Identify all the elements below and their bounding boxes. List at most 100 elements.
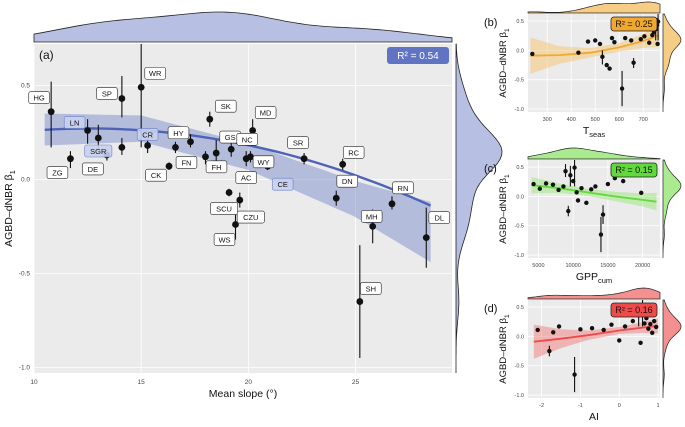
y-tick-label: 0.0	[516, 334, 524, 340]
site-label: DL	[434, 214, 444, 223]
x-tick-label: 10	[30, 379, 38, 386]
site-label: SP	[102, 90, 112, 99]
site-label: SGR	[90, 147, 107, 156]
y-tick-label: -0.5	[515, 78, 524, 84]
x-tick-label: -2	[539, 403, 544, 409]
r2-badge	[387, 47, 449, 64]
data-point	[642, 321, 647, 326]
x-tick-label: 600	[615, 117, 624, 123]
data-point	[601, 327, 606, 333]
data-point	[249, 127, 257, 134]
panel-d: -2 -1 0 1 0.5 0.0 -0.5 -1.0 (d) R² = 0.16 AI AGBD–d…	[484, 287, 682, 423]
site-label-box	[46, 166, 69, 179]
site-label-box	[336, 174, 358, 188]
site-label: WS	[218, 235, 230, 244]
data-point	[537, 186, 543, 191]
site-label: NC	[242, 135, 253, 144]
x-axis-label: Tseas	[583, 125, 606, 139]
site-label-box	[215, 99, 237, 113]
site-label-box	[210, 202, 238, 215]
data-point	[172, 144, 179, 151]
data-point	[232, 221, 239, 228]
data-point	[339, 160, 347, 168]
data-point	[593, 38, 598, 43]
y-tick-label: -0.5	[515, 364, 524, 370]
data-point	[118, 144, 126, 151]
data-point	[566, 208, 571, 214]
data-point	[572, 165, 577, 170]
site-label: AC	[241, 174, 252, 183]
y-axis-label-sub: 1	[8, 170, 17, 174]
x-axis-label: AI	[589, 411, 599, 423]
data-point	[575, 198, 581, 203]
y-axis-label-sub: 1	[504, 314, 511, 318]
y-tick-label: 0.5	[516, 305, 524, 311]
x-tick-label: 5000	[532, 263, 544, 269]
r2-label: R² = 0.25	[615, 19, 652, 29]
data-point	[356, 298, 364, 305]
y-density	[662, 159, 682, 258]
data-point	[94, 134, 102, 142]
data-point	[561, 184, 566, 189]
x-density	[527, 147, 661, 160]
site-label: WR	[149, 69, 162, 78]
site-label-box	[236, 132, 258, 146]
data-point	[589, 325, 595, 331]
r2-label: R² = 0.16	[615, 305, 652, 315]
x-tick-label: 20	[245, 379, 253, 386]
site-label-box	[205, 160, 228, 174]
data-point	[530, 51, 535, 57]
site-label: RN	[398, 184, 409, 193]
panel-a: 10 15 20 25 0.5 0.0 -0.5 -1.0 (a) R² = 0.54 HG ZG LN…	[3, 11, 503, 400]
data-point	[568, 173, 573, 178]
data-point	[605, 181, 611, 187]
y-density	[662, 299, 682, 398]
y-axis-label-sub: 1	[504, 174, 511, 178]
data-point	[609, 35, 615, 41]
data-point	[600, 212, 606, 217]
site-label-box	[96, 87, 118, 100]
data-point	[597, 41, 603, 47]
data-point	[604, 62, 609, 68]
y-density	[662, 13, 682, 112]
confidence-band	[530, 23, 659, 74]
site-label-box	[145, 168, 167, 182]
y-tick-label: -1.0	[515, 253, 524, 259]
site-label: MD	[260, 108, 272, 117]
y-axis-label-base: AGBD–dNBR β	[498, 318, 509, 384]
data-point	[617, 338, 622, 343]
data-point	[369, 222, 377, 230]
y-density	[455, 43, 503, 373]
site-label: CK	[151, 171, 161, 180]
data-point	[572, 372, 577, 377]
data-point	[651, 318, 657, 324]
data-point	[646, 326, 651, 331]
x-axis-label: Mean slope (°)	[209, 388, 277, 400]
x-tick-label: 20000	[635, 263, 650, 269]
site-label: ZG	[52, 169, 63, 178]
data-point	[531, 181, 536, 187]
site-label: FN	[181, 158, 191, 167]
site-label: DE	[88, 165, 98, 174]
site-label: RC	[348, 148, 359, 157]
y-axis-label: AGBD–dNBR β1	[498, 174, 511, 244]
site-label-box	[175, 156, 198, 169]
site-label-box	[252, 155, 275, 169]
x-density	[527, 287, 661, 300]
site-label: HY	[173, 129, 183, 138]
x-tick-label: 15	[138, 379, 146, 386]
x-tick-label: 10000	[566, 263, 581, 269]
data-point	[593, 184, 598, 189]
data-point	[631, 60, 636, 65]
y-axis-label-base: AGBD–dNBR β	[498, 178, 509, 244]
x-density	[527, 1, 661, 14]
data-point	[556, 187, 561, 193]
panel-c: 5000 10000 15000 20000 0.5 0.0 -0.5 -1.0 (c) R² =…	[484, 147, 682, 285]
x-axis-label-base: GPP	[576, 271, 598, 283]
x-tick-label: 0	[618, 403, 621, 409]
site-label-box	[392, 181, 414, 195]
y-tick-label: 0.5	[516, 165, 524, 171]
site-label-box	[213, 233, 236, 246]
data-point	[212, 149, 220, 157]
data-point	[165, 162, 173, 170]
